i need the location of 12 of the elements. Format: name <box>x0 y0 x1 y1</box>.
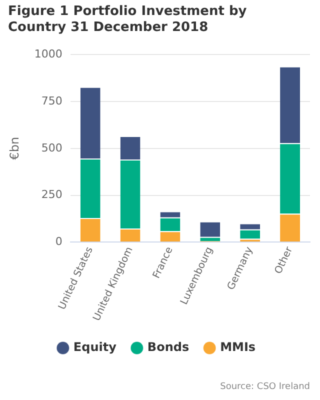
legend-label: Equity <box>73 340 117 354</box>
y-tick-label: 1000 <box>34 47 62 60</box>
x-tick-label: Other <box>273 244 296 276</box>
y-tick-label: 250 <box>41 188 62 202</box>
y-tick-label: 750 <box>41 94 62 108</box>
y-tick-label: 500 <box>41 141 62 154</box>
y-axis-title: €bn <box>7 136 22 160</box>
legend-label: Bonds <box>147 340 190 354</box>
source-note: Source: CSO Ireland <box>220 382 310 392</box>
y-tick-label: 0 <box>55 235 62 248</box>
chart-title: Figure 1 Portfolio Investment by Country 31 December 2018 <box>8 4 248 36</box>
legend-label: MMIs <box>220 340 256 354</box>
